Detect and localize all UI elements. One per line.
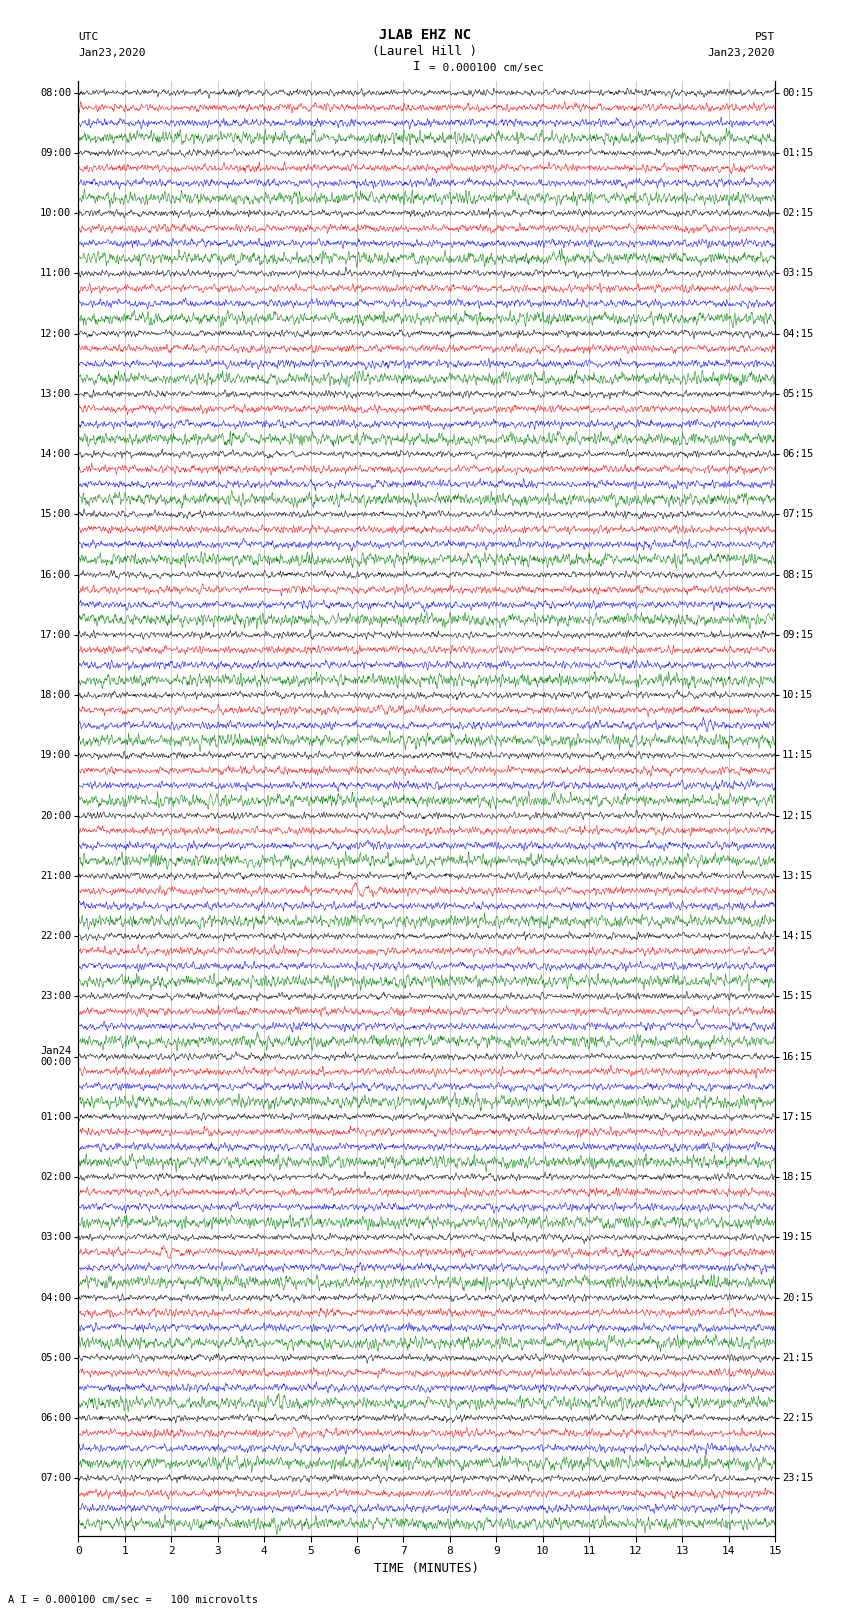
X-axis label: TIME (MINUTES): TIME (MINUTES) xyxy=(374,1561,479,1574)
Text: PST: PST xyxy=(755,32,775,42)
Text: I: I xyxy=(413,60,420,73)
Text: Jan23,2020: Jan23,2020 xyxy=(708,48,775,58)
Text: = 0.000100 cm/sec: = 0.000100 cm/sec xyxy=(429,63,544,73)
Text: (Laurel Hill ): (Laurel Hill ) xyxy=(372,45,478,58)
Text: JLAB EHZ NC: JLAB EHZ NC xyxy=(379,27,471,42)
Text: UTC: UTC xyxy=(78,32,99,42)
Text: Jan23,2020: Jan23,2020 xyxy=(78,48,145,58)
Text: A I = 0.000100 cm/sec =   100 microvolts: A I = 0.000100 cm/sec = 100 microvolts xyxy=(8,1595,258,1605)
